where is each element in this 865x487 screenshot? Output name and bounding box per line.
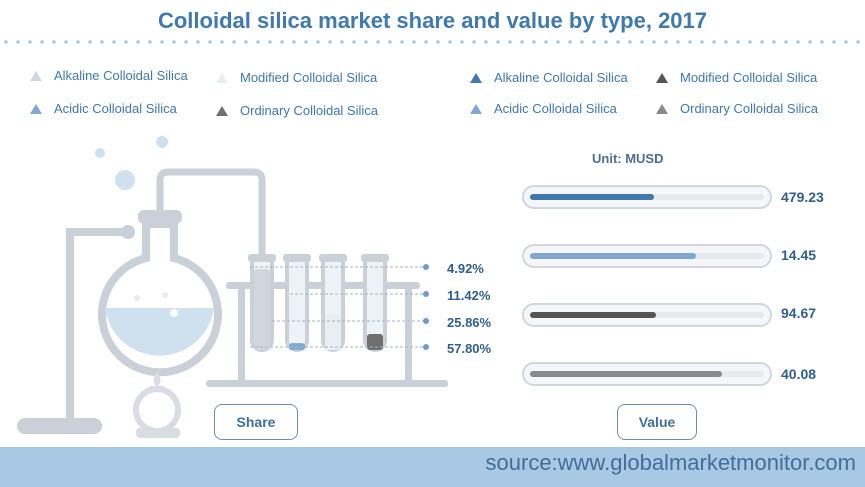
triangle-icon [216, 106, 228, 116]
flame [153, 371, 161, 387]
value-label: 479.23 [781, 189, 824, 205]
legend-label: Modified Colloidal Silica [240, 70, 378, 85]
legend-label: Alkaline Colloidal Silica [54, 68, 188, 83]
footer: source:www.globalmarketmonitor.com [0, 447, 865, 487]
value-bar-track [522, 303, 772, 327]
delivery-tube [156, 168, 266, 262]
bubble-decoration [170, 309, 178, 317]
value-bar-bg [530, 253, 764, 259]
rack-leg [405, 288, 412, 380]
value-bar-track [522, 244, 772, 268]
triangle-icon [656, 104, 668, 114]
clamp [121, 225, 135, 239]
leader-dot [423, 264, 429, 270]
value-bar-track [522, 185, 772, 209]
share-bar [325, 313, 341, 350]
bubble-decoration [95, 148, 105, 158]
title-divider [0, 40, 865, 44]
value-bar-bg [530, 371, 764, 377]
triangle-icon [216, 73, 228, 83]
chart-title: Colloidal silica market share and value … [157, 8, 708, 33]
test-tube-lip [248, 254, 276, 262]
share-label: 4.92% [447, 261, 484, 276]
triangle-icon [470, 104, 482, 114]
legend-item: Ordinary Colloidal Silica [656, 101, 818, 116]
value-bar [530, 194, 655, 200]
bubble-decoration [162, 292, 168, 298]
stand-rod [66, 228, 74, 420]
burner-body [133, 386, 181, 434]
value-caption: Value [617, 404, 697, 440]
value-bar-bg [530, 312, 764, 318]
burner-base [136, 428, 180, 438]
legend-label: Modified Colloidal Silica [680, 70, 818, 85]
share-caption: Share [214, 404, 298, 440]
legend-item: Acidic Colloidal Silica [470, 101, 617, 116]
value-label: 40.08 [781, 366, 817, 382]
legend-item: Acidic Colloidal Silica [30, 101, 177, 116]
stand-arm [66, 228, 130, 236]
legend-item: Ordinary Colloidal Silica [216, 103, 378, 118]
legend-item: Alkaline Colloidal Silica [30, 68, 188, 83]
flask-liquid [105, 308, 214, 356]
legend-label: Ordinary Colloidal Silica [680, 101, 818, 116]
test-tube [285, 262, 309, 352]
legend-item: Modified Colloidal Silica [656, 70, 817, 85]
stand-base [17, 418, 102, 434]
leader-dot [423, 291, 429, 297]
legend-label: Ordinary Colloidal Silica [240, 103, 378, 118]
value-bar [530, 312, 657, 318]
share-bar [254, 269, 270, 350]
share-label: 11.42% [447, 288, 491, 303]
source-label: source:www.globalmarketmonitor.com [485, 450, 856, 475]
leader-dot [423, 344, 429, 350]
legend-label: Acidic Colloidal Silica [54, 101, 177, 116]
leader-dot [423, 318, 429, 324]
value-bar [530, 371, 722, 377]
legend-item: Alkaline Colloidal Silica [470, 70, 628, 85]
rack-base [206, 380, 448, 387]
value-label: 94.67 [781, 305, 817, 321]
bubble-decoration [134, 295, 140, 301]
share-tubes [248, 254, 389, 352]
legend-label: Acidic Colloidal Silica [494, 101, 617, 116]
bubble-decoration [156, 136, 168, 148]
triangle-icon [656, 73, 668, 83]
triangle-icon [30, 104, 42, 114]
bubble-decoration [115, 170, 135, 190]
value-label: 14.45 [781, 247, 817, 263]
share-label: 25.86% [447, 315, 492, 330]
legend-label: Alkaline Colloidal Silica [494, 70, 628, 85]
test-tube-lip [319, 254, 347, 262]
test-tube-lip [283, 254, 311, 262]
value-bar-bg [530, 194, 764, 200]
triangle-icon [470, 73, 482, 83]
legend-item: Modified Colloidal Silica [216, 70, 377, 85]
value-bar [530, 253, 697, 259]
share-leader-lines [250, 264, 429, 350]
test-tube-lip [361, 254, 389, 262]
share-bar [367, 334, 383, 350]
triangle-icon [30, 71, 42, 81]
value-bar-track [522, 362, 772, 386]
rack-leg [238, 288, 245, 380]
unit-label: Unit: MUSD [592, 151, 664, 166]
share-label: 57.80% [447, 341, 492, 356]
burner-neck [150, 386, 164, 392]
